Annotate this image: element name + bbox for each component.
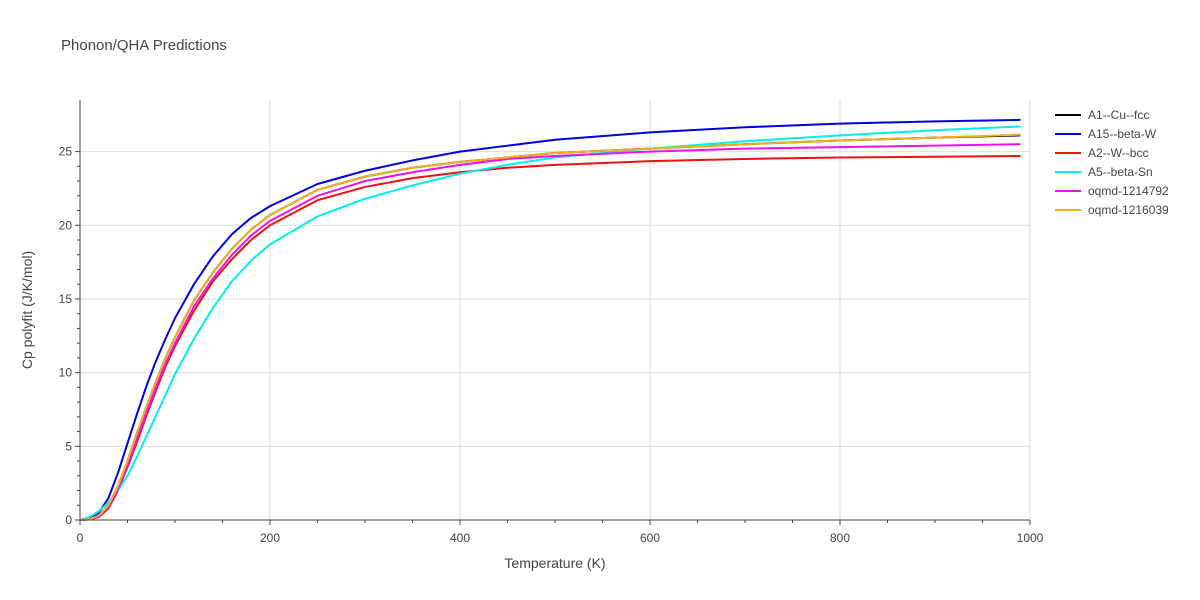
chart-title: Phonon/QHA Predictions bbox=[61, 37, 227, 54]
y-tick-label: 10 bbox=[59, 366, 73, 380]
series-line bbox=[79, 143, 1021, 521]
gridlines bbox=[80, 100, 1031, 520]
x-tick-label: 800 bbox=[830, 531, 850, 545]
x-tick-label: 600 bbox=[640, 531, 660, 545]
y-tick-label: 15 bbox=[59, 292, 73, 306]
legend: A1--Cu--fcc A15--beta-W A2--W--bcc A5--beta… bbox=[1055, 108, 1169, 217]
series-line bbox=[79, 118, 1021, 521]
x-tick-label: 400 bbox=[450, 531, 470, 545]
series-line bbox=[79, 125, 1021, 521]
y-tick-label: 25 bbox=[59, 145, 73, 159]
y-tick-label: 5 bbox=[65, 439, 72, 453]
legend-entry: oqmd-1216039 bbox=[1088, 203, 1169, 217]
series-line bbox=[79, 134, 1021, 521]
legend-entry: A1--Cu--fcc bbox=[1088, 108, 1149, 122]
axes: 0 200 400 600 800 1000 0 5 10 15 20 25 bbox=[59, 100, 1044, 545]
y-axis-title: Cp polyfit (J/K/mol) bbox=[19, 251, 35, 369]
x-axis-title: Temperature (K) bbox=[504, 555, 605, 571]
legend-entry: A2--W--bcc bbox=[1088, 146, 1148, 160]
x-tick-label: 200 bbox=[260, 531, 280, 545]
x-tick-label: 0 bbox=[77, 531, 84, 545]
legend-entry: A5--beta-Sn bbox=[1088, 165, 1153, 179]
x-tick-label: 1000 bbox=[1017, 531, 1044, 545]
legend-entry: A15--beta-W bbox=[1088, 127, 1157, 141]
y-tick-label: 0 bbox=[65, 513, 72, 527]
series-line bbox=[79, 133, 1021, 521]
legend-entry: oqmd-1214792 bbox=[1088, 184, 1169, 198]
y-tick-label: 20 bbox=[59, 218, 73, 232]
series-line bbox=[79, 155, 1021, 521]
plot-area bbox=[79, 118, 1021, 521]
